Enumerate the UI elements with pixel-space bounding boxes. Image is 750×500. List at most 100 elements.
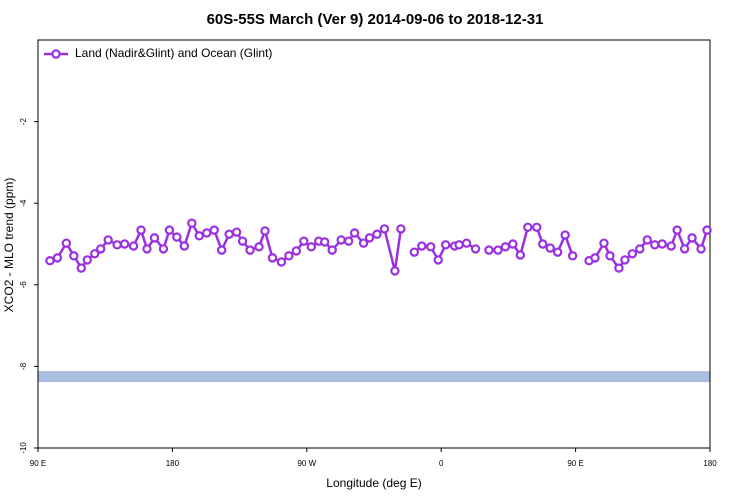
data-point (650, 240, 660, 250)
x-tick-label: 90 E (30, 459, 46, 468)
data-point (45, 256, 55, 266)
data-point (260, 226, 270, 236)
x-tick-label: 90 W (297, 459, 316, 468)
data-point (231, 227, 242, 237)
data-point (299, 236, 309, 246)
data-point (179, 241, 190, 251)
data-point (245, 245, 255, 255)
data-point (545, 243, 555, 253)
data-point (620, 255, 630, 265)
data-point (164, 225, 175, 235)
data-point (417, 241, 427, 251)
data-point (470, 244, 481, 254)
data-point (523, 222, 533, 232)
data-point (552, 247, 563, 257)
y-axis-label: XCO2 - MLO trend (ppm) (2, 178, 16, 313)
x-tick-label: 90 E (567, 459, 583, 468)
data-point (291, 246, 302, 256)
data-point (96, 244, 106, 254)
data-point (158, 244, 169, 254)
x-tick-label: 180 (703, 459, 717, 468)
data-point (538, 239, 548, 249)
data-point (327, 245, 337, 255)
data-point (372, 229, 382, 239)
plot-frame (37, 39, 711, 449)
data-point (343, 236, 354, 246)
y-tick-label: -2 (19, 117, 28, 125)
data-point (426, 242, 436, 252)
data-point (69, 251, 79, 261)
data-point (500, 242, 511, 252)
y-tick-label: -4 (19, 199, 28, 207)
data-point (320, 237, 330, 247)
data-point (76, 263, 87, 273)
x-tick-label: 180 (166, 459, 180, 468)
x-tick-label: 0 (439, 459, 444, 468)
data-point (515, 250, 526, 260)
data-point (560, 230, 570, 240)
data-point (508, 239, 518, 249)
data-point (454, 240, 464, 250)
data-point (306, 242, 316, 252)
data-point (567, 251, 578, 261)
data-point (642, 235, 652, 245)
data-point (61, 238, 72, 248)
data-point (461, 238, 472, 248)
data-point (484, 245, 494, 255)
data-point (532, 222, 542, 232)
data-point (687, 233, 697, 243)
y-tick-label: -10 (19, 442, 28, 454)
data-point (194, 231, 204, 241)
data-point (349, 228, 360, 238)
data-point (679, 244, 690, 254)
data-point (627, 249, 638, 259)
data-point (276, 257, 287, 267)
data-point (605, 251, 615, 261)
data-point (336, 235, 346, 245)
x-axis-label: Longitude (deg E) (326, 476, 421, 490)
data-point (379, 224, 390, 234)
data-point (440, 240, 451, 250)
chart-title: 60S-55S March (Ver 9) 2014-09-06 to 2018… (207, 11, 544, 28)
data-point (119, 239, 130, 249)
legend-label: Land (Nadir&Glint) and Ocean (Glint) (75, 46, 272, 60)
data-point (657, 239, 667, 249)
data-point (409, 247, 420, 257)
y-tick-label: -8 (19, 362, 28, 370)
data-point (433, 255, 443, 265)
data-point (666, 241, 676, 251)
data-point (358, 238, 369, 248)
data-point (112, 240, 122, 250)
data-point (390, 266, 400, 276)
data-point (172, 232, 182, 242)
data-point (696, 244, 706, 254)
data-point (136, 225, 146, 235)
data-point (52, 253, 63, 263)
data-point (216, 245, 227, 255)
data-point (209, 225, 219, 235)
data-point (224, 229, 234, 239)
data-point (267, 253, 278, 263)
data-point (82, 255, 92, 265)
data-point (635, 244, 645, 254)
data-point (284, 251, 294, 261)
data-point (364, 233, 375, 243)
data-point (149, 233, 160, 243)
data-point (493, 245, 503, 255)
data-point (614, 263, 624, 273)
data-point (142, 244, 152, 254)
data-point (672, 225, 682, 235)
data-point (187, 218, 197, 228)
data-point (128, 241, 139, 251)
data-point (90, 249, 100, 259)
data-point (590, 253, 600, 263)
data-point (103, 235, 113, 245)
data-point (202, 228, 212, 238)
data-point (237, 236, 248, 246)
data-point (702, 225, 712, 235)
data-point (254, 242, 264, 252)
y-tick-label: -6 (19, 281, 28, 289)
legend-marker (51, 49, 61, 59)
data-point (599, 238, 609, 248)
